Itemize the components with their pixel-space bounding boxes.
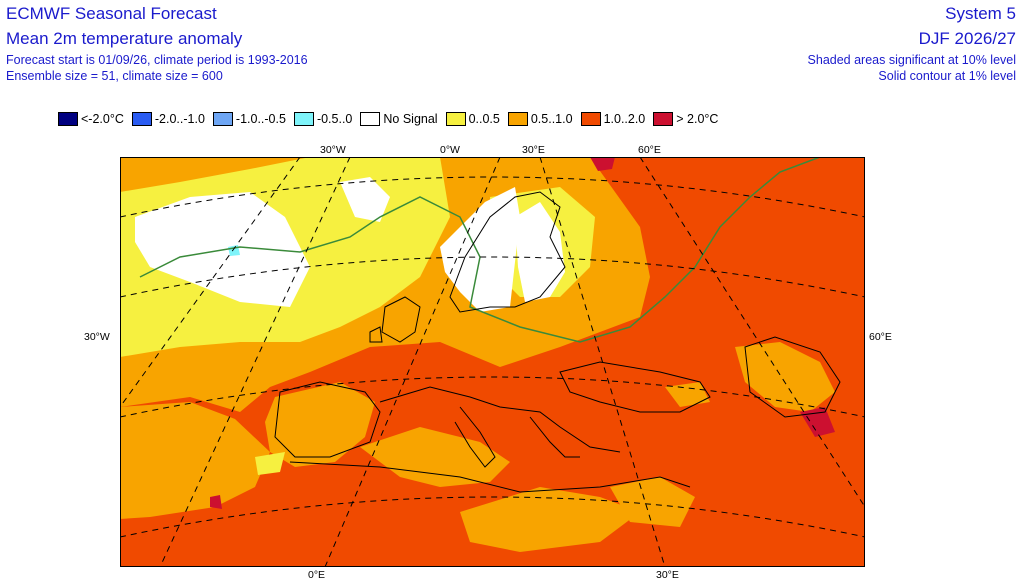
legend-label: 1.0..2.0 [603,112,646,126]
significance-note-1: Shaded areas significant at 10% level [807,53,1016,67]
legend-item: -0.5..0 [293,112,353,126]
legend-label: 0.5..1.0 [530,112,573,126]
mild-anomaly-area-north-africa [255,452,285,475]
legend-label: > 2.0°C [676,112,719,126]
legend-label: -1.0..-0.5 [235,112,286,126]
warm-anomaly-area-arabia [610,477,695,527]
anomaly-map [120,157,865,567]
legend-swatch [360,112,381,126]
legend-item: -1.0..-0.5 [212,112,286,126]
legend-item: 0.5..1.0 [507,112,573,126]
forecast-info: Forecast start is 01/09/26, climate peri… [6,53,308,67]
grid-label-left-30w: 30°W [84,331,110,343]
legend-swatch [131,112,152,126]
system-title: System 5 [945,4,1016,23]
legend-label: <-2.0°C [81,112,124,126]
color-legend: <-2.0°C -2.0..-1.0 -1.0..-0.5 -0.5..0 No Sig… [58,110,726,128]
warm-anomaly-area-sahara [460,487,640,552]
legend-item: <-2.0°C [58,112,124,126]
grid-label-top-0w: 0°W [440,144,460,156]
subtitle-left: Mean 2m temperature anomaly [6,29,243,48]
no-signal-area-iceland-sea [340,177,390,222]
legend-label: -0.5..0 [316,112,353,126]
grid-label-top-60e: 60°E [638,144,661,156]
legend-item: 0..0.5 [445,112,500,126]
significance-note-2: Solid contour at 1% level [878,69,1016,83]
grid-label-bottom-0e: 0°E [308,569,326,581]
legend-item: -2.0..-1.0 [131,112,205,126]
significance-contour [139,157,821,343]
season-title: DJF 2026/27 [918,29,1016,48]
title-left: ECMWF Seasonal Forecast [6,4,217,23]
ensemble-info: Ensemble size = 51, climate size = 600 [6,69,223,83]
legend-label: 0..0.5 [468,112,500,126]
legend-item: No Signal [360,112,438,126]
grid-label-right-60e: 60°E [869,331,892,343]
legend-swatch [653,112,674,126]
legend-swatch [580,112,601,126]
warm-anomaly-area-caspian [735,342,835,412]
legend-swatch [507,112,528,126]
hot-anomaly-patch-arctic [590,157,615,171]
no-signal-area-sweden [515,202,565,302]
legend-item: > 2.0°C [653,112,718,126]
map-frame [120,157,865,567]
legend-label: No Signal [383,112,438,126]
legend-swatch [58,112,78,126]
legend-label: -2.0..-1.0 [154,112,205,126]
coastlines [274,191,841,493]
no-signal-area-norway [440,187,520,312]
legend-swatch [445,112,466,126]
legend-item: 1.0..2.0 [580,112,646,126]
hot-anomaly-patch-atlantic [210,495,222,509]
warm-anomaly-area-mediterranean [360,427,510,487]
warm-anomaly-area-blacksea [665,382,710,407]
grid-label-bottom-30e: 30°E [656,569,679,581]
warm-anomaly-area-iberia [265,382,375,467]
legend-swatch [212,112,233,126]
grid-label-top-30e: 30°E [522,144,545,156]
legend-swatch [293,112,314,126]
grid-label-top-30w: 30°W [320,144,346,156]
warm-anomaly-area-atlantic [120,402,270,519]
